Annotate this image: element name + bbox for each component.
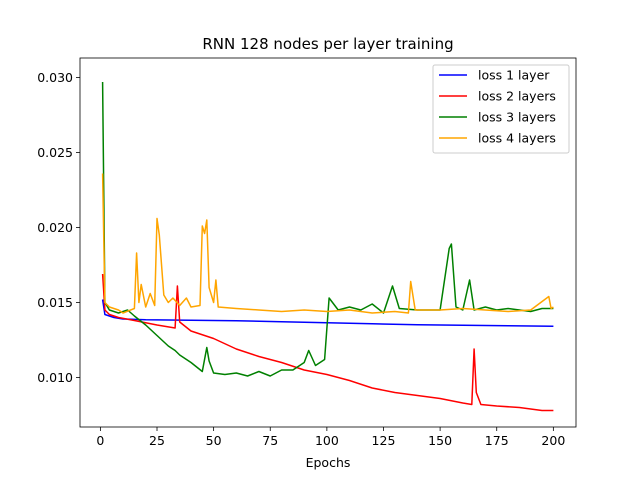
x-tick-label: 150 bbox=[428, 433, 452, 448]
plot-area bbox=[101, 81, 554, 412]
legend-label-3: loss 3 layers bbox=[478, 110, 556, 125]
chart-title: RNN 128 nodes per layer training bbox=[202, 35, 453, 53]
x-tick-label: 25 bbox=[149, 433, 165, 448]
x-tick-label: 100 bbox=[315, 433, 339, 448]
x-tick-label: 0 bbox=[96, 433, 104, 448]
axes-frame bbox=[79, 57, 577, 428]
x-tick-label: 200 bbox=[541, 433, 565, 448]
x-tick-label: 125 bbox=[372, 433, 396, 448]
x-tick-label: 175 bbox=[485, 433, 509, 448]
series-line-3 bbox=[101, 81, 554, 377]
series-line-1 bbox=[101, 299, 554, 327]
legend-label-2: loss 2 layers bbox=[478, 89, 556, 104]
legend-box bbox=[432, 64, 570, 154]
y-tick-label: 0.015 bbox=[37, 295, 73, 310]
legend-label-4: loss 4 layers bbox=[478, 131, 556, 146]
legend: loss 1 layer loss 2 layers loss 3 layers lo… bbox=[432, 64, 570, 154]
y-tick-label: 0.020 bbox=[37, 220, 73, 235]
axes: 0 25 50 75 100 125 150 175 200 0.010 0.015 0.020 0.0… bbox=[37, 57, 577, 448]
x-tick-label: 75 bbox=[262, 433, 278, 448]
x-tick-label: 50 bbox=[206, 433, 222, 448]
y-tick-label: 0.030 bbox=[37, 70, 73, 85]
legend-label-1: loss 1 layer bbox=[478, 68, 550, 83]
y-tick-label: 0.010 bbox=[37, 370, 73, 385]
x-axis-label: Epochs bbox=[306, 455, 351, 470]
series-line-2 bbox=[101, 273, 554, 412]
series-line-4 bbox=[101, 173, 554, 314]
y-tick-label: 0.025 bbox=[37, 145, 73, 160]
